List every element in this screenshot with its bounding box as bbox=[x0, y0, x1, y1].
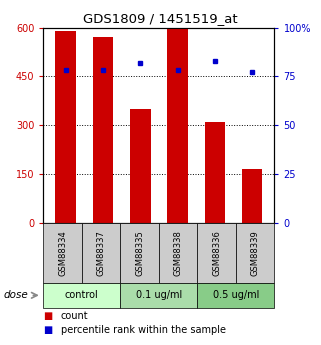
Text: 0.1 ug/ml: 0.1 ug/ml bbox=[136, 290, 182, 300]
Text: GSM88338: GSM88338 bbox=[174, 230, 183, 276]
Bar bbox=[167, 28, 188, 223]
Bar bbox=[93, 37, 113, 223]
Text: GSM88334: GSM88334 bbox=[58, 230, 67, 276]
Text: GDS1809 / 1451519_at: GDS1809 / 1451519_at bbox=[83, 12, 238, 25]
Text: 0.5 ug/ml: 0.5 ug/ml bbox=[213, 290, 259, 300]
Text: ■: ■ bbox=[43, 312, 53, 321]
Text: dose: dose bbox=[3, 290, 28, 300]
Text: count: count bbox=[61, 312, 89, 321]
Text: GSM88339: GSM88339 bbox=[251, 230, 260, 276]
Text: GSM88337: GSM88337 bbox=[97, 230, 106, 276]
Bar bbox=[130, 109, 151, 223]
Text: GSM88336: GSM88336 bbox=[212, 230, 221, 276]
Text: control: control bbox=[65, 290, 99, 300]
Text: ■: ■ bbox=[43, 325, 53, 335]
Bar bbox=[56, 31, 76, 223]
Bar bbox=[204, 122, 225, 223]
Text: GSM88335: GSM88335 bbox=[135, 230, 144, 276]
Bar bbox=[242, 169, 262, 223]
Text: percentile rank within the sample: percentile rank within the sample bbox=[61, 325, 226, 335]
